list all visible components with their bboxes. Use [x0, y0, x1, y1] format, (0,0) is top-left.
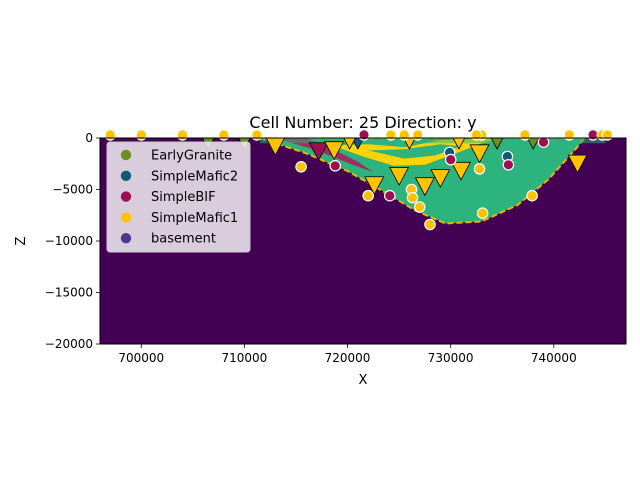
interface-point [537, 136, 550, 148]
legend: EarlyGranite SimpleMafic2 SimpleBIF SimpleM… [106, 141, 251, 253]
orientation-marker [567, 154, 588, 174]
legend-marker [120, 233, 132, 244]
y-tick-label: −15000 [45, 286, 93, 300]
orientation-marker [389, 167, 410, 186]
legend-label: basement [151, 232, 216, 247]
y-tick-label: −20000 [45, 337, 93, 351]
y-axis: 0 −5000 −10000 −15000 −20000 [45, 131, 100, 351]
interface-point [444, 153, 457, 166]
interface-point [519, 129, 531, 141]
chart-title: Cell Number: 25 Direction: y [249, 113, 476, 132]
interface-point [295, 161, 307, 173]
orientation-marker [324, 141, 345, 161]
interface-point [104, 129, 117, 141]
legend-label: SimpleMafic1 [151, 211, 238, 226]
orientation-marker [430, 169, 451, 188]
x-tick-label: 710000 [221, 351, 267, 365]
interface-point [362, 189, 374, 202]
legend-marker [120, 212, 132, 223]
interface-point [176, 129, 189, 141]
interface-point [470, 129, 483, 141]
x-tick-label: 700000 [118, 351, 164, 365]
interface-point [476, 207, 489, 219]
orientation-marker [526, 138, 540, 150]
x-tick-label: 730000 [428, 351, 474, 365]
interface-point [502, 159, 515, 171]
interface-point [563, 129, 576, 141]
interface-point [358, 129, 370, 141]
y-axis-label: Z [14, 236, 29, 245]
x-axis-label: X [359, 373, 368, 388]
orientation-marker [364, 176, 385, 196]
orientation-marker [450, 161, 471, 181]
orientation-marker [490, 138, 504, 150]
legend-label: SimpleBIF [151, 190, 216, 205]
x-tick-label: 740000 [531, 351, 577, 365]
inner-core [368, 144, 461, 159]
interface-point [406, 191, 419, 204]
x-tick-label: 720000 [325, 351, 371, 365]
interface-point [473, 163, 486, 175]
y-tick-label: 0 [85, 131, 93, 145]
interface-point [601, 129, 614, 141]
x-axis: 700000 710000 720000 730000 740000 [118, 344, 577, 365]
legend-marker [120, 149, 132, 161]
orientation-marker [414, 177, 435, 197]
interface-point [384, 129, 397, 141]
legend-label: SimpleMafic2 [151, 169, 238, 184]
interface-point [411, 129, 424, 141]
interface-point [383, 189, 396, 202]
interface-point [424, 218, 436, 231]
interface-point [218, 129, 230, 141]
orientation-marker [452, 138, 466, 150]
legend-marker [120, 191, 132, 202]
y-tick-label: −5000 [52, 183, 93, 197]
orientation-marker [265, 138, 285, 157]
interface-point [526, 189, 538, 202]
y-tick-label: −10000 [45, 234, 93, 248]
legend-label: EarlyGranite [151, 149, 232, 164]
interface-points [104, 129, 614, 231]
interface-point [250, 129, 263, 141]
plot-area [99, 129, 627, 345]
interface-point [135, 129, 148, 141]
orientation-marker [469, 144, 490, 164]
orientation-marker [343, 138, 356, 150]
interface-point [329, 160, 341, 172]
legend-box [106, 141, 251, 253]
interface-point [413, 201, 426, 213]
interface-point [398, 129, 411, 141]
legend-marker [120, 170, 132, 181]
orientation-marker [308, 142, 329, 162]
